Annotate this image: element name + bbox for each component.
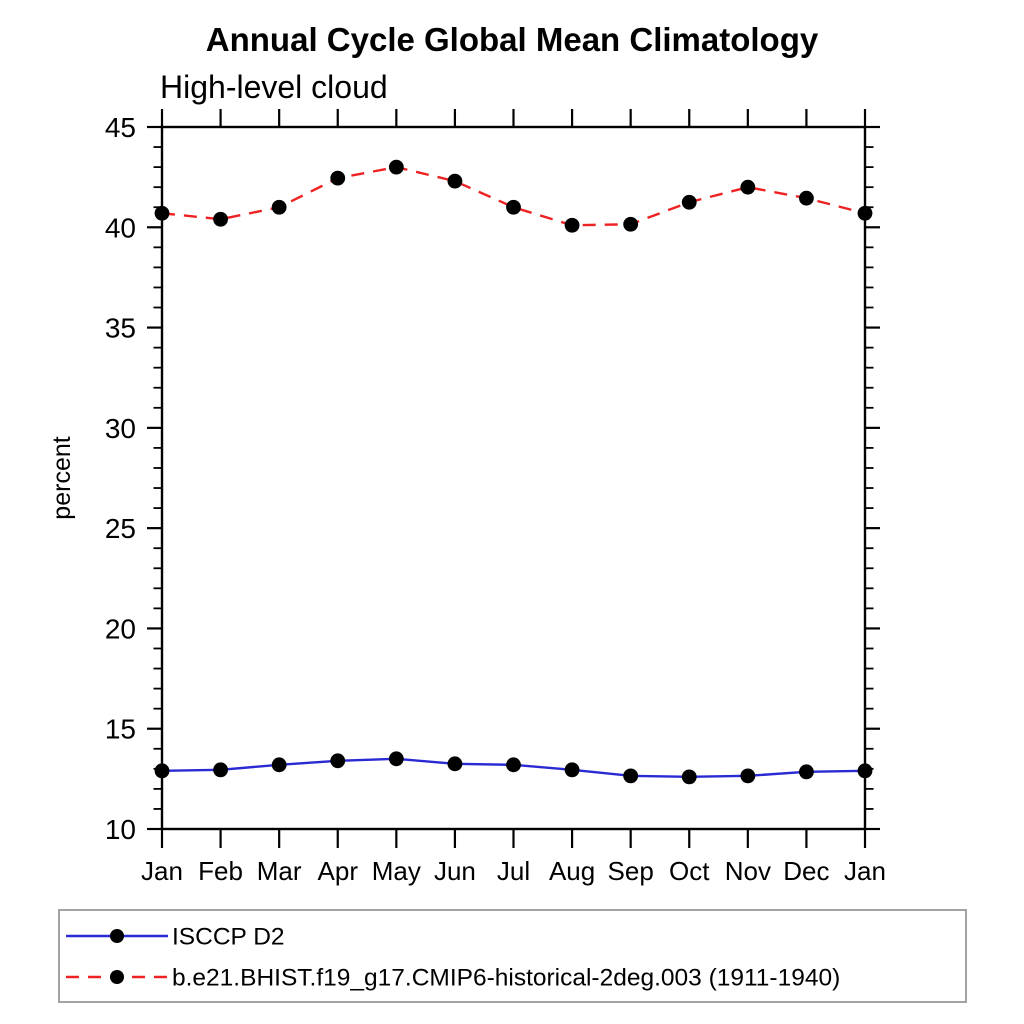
x-tick-label: Jul (497, 856, 530, 886)
series-marker (330, 753, 346, 769)
series-line-1 (161, 165, 866, 227)
series-marker (330, 170, 346, 186)
series-marker (857, 763, 873, 779)
y-tick-label: 30 (105, 413, 136, 444)
axes: Jan Feb Mar Apr May Jun Jul Aug Sep Oct Nov Dec Jan1… (105, 109, 886, 886)
series-marker (154, 763, 170, 779)
series-marker (740, 179, 756, 195)
y-tick-label: 35 (105, 313, 136, 344)
series-marker (564, 762, 580, 778)
chart-subtitle: High-level cloud (160, 69, 388, 105)
series-marker (271, 757, 287, 773)
series-marker (799, 190, 814, 206)
legend-marker (110, 970, 124, 984)
x-tick-label: Sep (608, 856, 654, 886)
x-tick-label: May (372, 856, 421, 886)
y-tick-label: 10 (105, 814, 136, 845)
y-tick-label: 25 (105, 513, 136, 544)
x-tick-label: Jun (434, 856, 476, 886)
x-tick-label: Jan (844, 856, 886, 886)
series-marker (271, 199, 287, 215)
series-marker (681, 769, 697, 785)
series-marker (623, 216, 639, 232)
series-marker (623, 768, 639, 784)
x-tick-label: Oct (669, 856, 710, 886)
series-marker (154, 205, 170, 221)
series-marker (740, 768, 756, 784)
series-marker (506, 757, 521, 773)
legend-box (58, 909, 967, 1003)
x-tick-label: Jan (141, 856, 183, 886)
chart-title: Annual Cycle Global Mean Climatology (206, 21, 819, 58)
y-tick-label: 15 (105, 714, 136, 745)
series-layer (154, 159, 873, 785)
x-tick-label: Dec (783, 856, 829, 886)
series-marker (506, 199, 521, 215)
legend-entry-label: b.e21.BHIST.f19_g17.CMIP6-historical-2de… (172, 965, 840, 992)
legend-entry-label: ISCCP D2 (172, 924, 285, 951)
series-marker (447, 173, 463, 189)
y-tick-label: 40 (105, 212, 136, 243)
series-marker (681, 194, 697, 210)
x-tick-label: Nov (725, 856, 771, 886)
series-marker (857, 205, 873, 221)
plot-frame (160, 125, 867, 831)
x-tick-label: Feb (198, 856, 243, 886)
legend-marker (110, 929, 124, 943)
y-tick-label: 45 (105, 112, 136, 143)
legend: ISCCP D2 b.e21.BHIST.f19_g17.CMIP6-histor… (58, 909, 967, 1003)
series-marker (388, 751, 404, 767)
x-tick-label: Aug (549, 856, 595, 886)
series-marker (447, 756, 463, 772)
x-tick-label: Mar (257, 856, 302, 886)
y-tick-label: 20 (105, 613, 136, 644)
series-marker (564, 217, 580, 233)
series-marker (213, 211, 228, 227)
x-tick-label: Apr (318, 856, 359, 886)
series-marker (799, 764, 814, 780)
y-axis-label: percent (48, 436, 76, 519)
series-marker (213, 762, 228, 778)
series-marker (388, 159, 404, 175)
